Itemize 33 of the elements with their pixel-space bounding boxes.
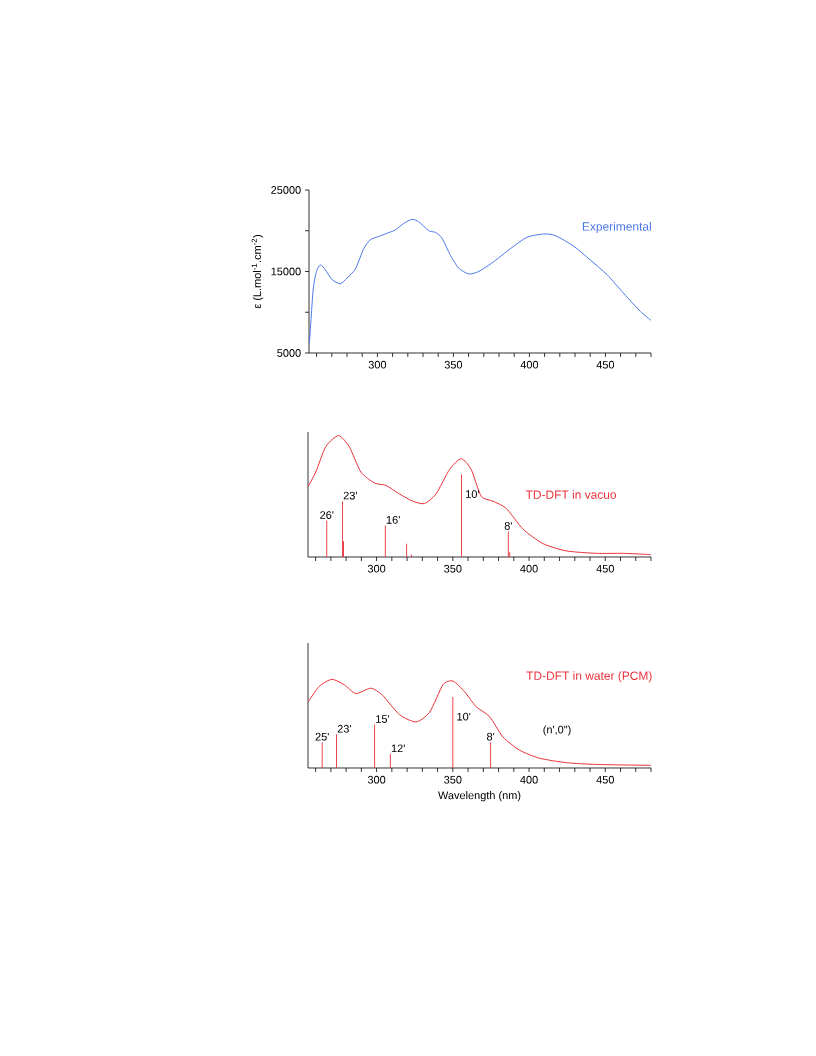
annotation: 8' xyxy=(487,732,495,741)
line-series xyxy=(308,218,652,344)
annotation: 16' xyxy=(386,515,400,524)
text: TD-DFT in water (PCM) xyxy=(526,671,652,683)
annotation: 8' xyxy=(504,522,512,530)
annotation: 10' xyxy=(466,490,479,498)
x-tick-label: 450 xyxy=(596,360,615,369)
x-tick-label: 300 xyxy=(367,775,386,784)
annotation: 15' xyxy=(376,715,390,723)
x-tick-label: 350 xyxy=(444,775,462,784)
y-tick-label: 5000 xyxy=(277,349,301,357)
x-tick-label: 450 xyxy=(596,775,614,784)
x-tick-label: 350 xyxy=(444,564,462,573)
y-tick-label: 25000 xyxy=(271,186,301,194)
y-axis-title: ε (L.mol$^{-1}$.cm$^{-2}$) xyxy=(251,235,264,309)
annotation: 23' xyxy=(337,724,351,733)
annotation: 23' xyxy=(343,491,357,500)
annotation: 26' xyxy=(320,511,334,519)
x-tick-label: 400 xyxy=(520,360,539,369)
x-tick-label: 300 xyxy=(367,564,386,573)
series-label: Experimental xyxy=(582,221,651,234)
x-tick-label: 350 xyxy=(444,360,463,369)
x-tick-label: 400 xyxy=(520,775,538,784)
annotation: 12' xyxy=(391,744,405,753)
x-tick-label: 400 xyxy=(520,564,538,573)
x-axis-title: Wavelength (nm) xyxy=(438,791,521,802)
y-tick-label: 15000 xyxy=(271,267,301,276)
annotation: 25' xyxy=(315,732,329,741)
annotation: (n',0") xyxy=(543,725,571,736)
x-tick-label: 300 xyxy=(368,360,387,369)
annotation: 10' xyxy=(457,712,471,721)
x-tick-label: 450 xyxy=(596,564,614,573)
series-label: TD-DFT in vacuo xyxy=(525,490,617,499)
